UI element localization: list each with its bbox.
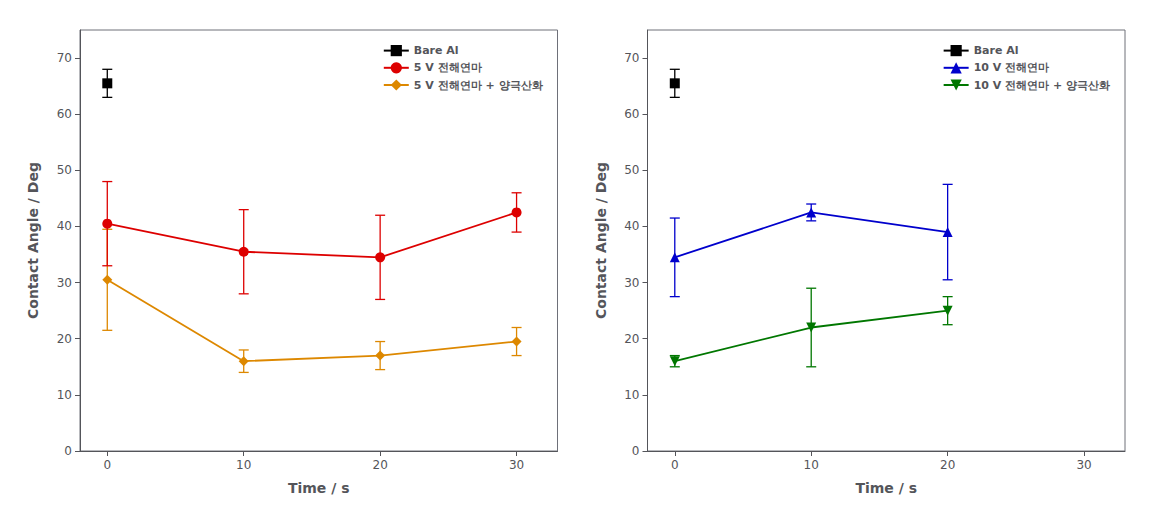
svg-text:Contact Angle / Deg: Contact Angle / Deg bbox=[593, 162, 609, 319]
svg-text:40: 40 bbox=[57, 219, 72, 233]
svg-text:Bare Al: Bare Al bbox=[414, 44, 459, 57]
svg-text:60: 60 bbox=[57, 107, 72, 121]
svg-text:20: 20 bbox=[373, 458, 388, 472]
svg-text:0: 0 bbox=[671, 458, 679, 472]
svg-text:0: 0 bbox=[64, 444, 72, 458]
svg-text:0: 0 bbox=[103, 458, 111, 472]
svg-text:20: 20 bbox=[57, 332, 72, 346]
svg-text:Bare Al: Bare Al bbox=[974, 44, 1019, 57]
svg-text:5 V 전해연마: 5 V 전해연마 bbox=[414, 61, 482, 74]
svg-text:20: 20 bbox=[624, 332, 639, 346]
svg-text:40: 40 bbox=[624, 219, 639, 233]
svg-text:70: 70 bbox=[57, 51, 72, 65]
svg-text:10: 10 bbox=[57, 388, 72, 402]
svg-text:30: 30 bbox=[57, 276, 72, 290]
svg-text:70: 70 bbox=[624, 51, 639, 65]
svg-text:Contact Angle / Deg: Contact Angle / Deg bbox=[25, 162, 41, 319]
svg-text:10: 10 bbox=[804, 458, 819, 472]
svg-text:10: 10 bbox=[624, 388, 639, 402]
svg-text:30: 30 bbox=[509, 458, 524, 472]
svg-text:50: 50 bbox=[624, 163, 639, 177]
svg-text:0: 0 bbox=[632, 444, 640, 458]
svg-text:Time / s: Time / s bbox=[288, 480, 350, 496]
svg-text:60: 60 bbox=[624, 107, 639, 121]
svg-text:20: 20 bbox=[940, 458, 955, 472]
svg-text:10 V 전해연마: 10 V 전해연마 bbox=[974, 61, 1049, 74]
svg-text:5 V 전해연마 + 양극산화: 5 V 전해연마 + 양극산화 bbox=[414, 79, 543, 92]
svg-text:10: 10 bbox=[236, 458, 251, 472]
svg-text:Time / s: Time / s bbox=[855, 480, 917, 496]
svg-text:50: 50 bbox=[57, 163, 72, 177]
svg-text:30: 30 bbox=[1076, 458, 1091, 472]
svg-text:30: 30 bbox=[624, 276, 639, 290]
svg-text:10 V 전해연마 + 양극산화: 10 V 전해연마 + 양극산화 bbox=[974, 79, 1110, 92]
